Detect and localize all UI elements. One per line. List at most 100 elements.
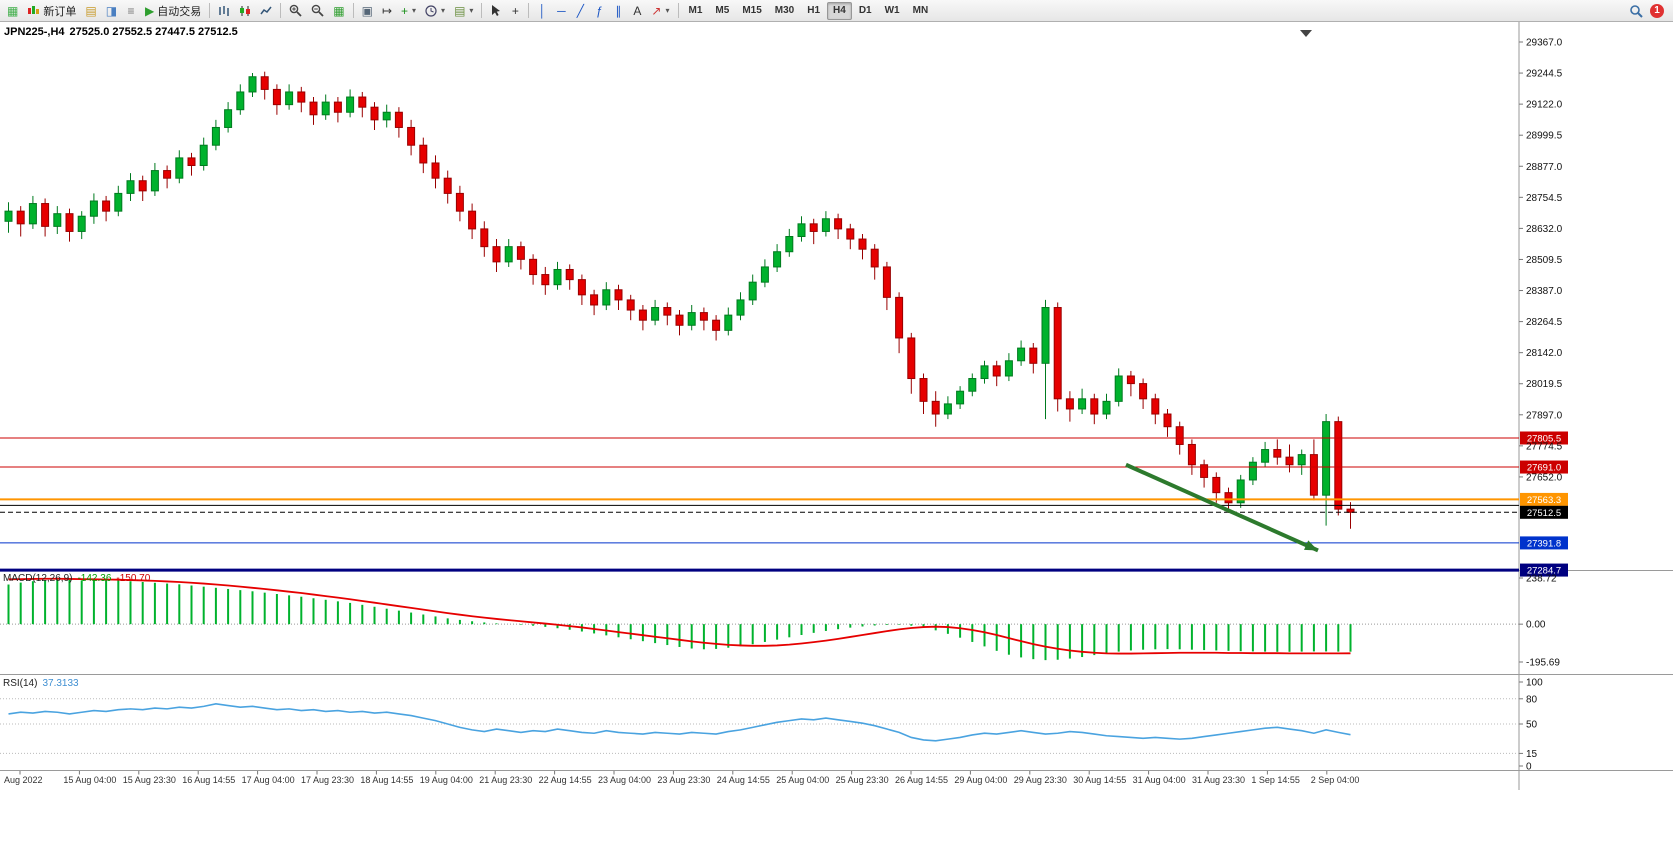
timeframe-m15-button[interactable]: M15 — [736, 2, 767, 20]
chart-shift-button[interactable]: ↦ — [378, 2, 396, 20]
periods-button[interactable]: ▾ — [421, 2, 449, 20]
svg-text:0.00: 0.00 — [1526, 620, 1546, 631]
notification-badge[interactable]: 1 — [1650, 3, 1664, 18]
toolbar-separator — [528, 3, 530, 18]
svg-text:27691.0: 27691.0 — [1527, 463, 1561, 474]
text-tool-button[interactable]: A — [628, 2, 646, 20]
time-axis: Aug 2022 15 Aug 04:00 15 Aug 23:30 16 Aug 1… — [4, 771, 1359, 785]
macd-name: MACD(12,26,9) — [3, 573, 73, 584]
horizontal-line-tool-button[interactable]: ─ — [552, 2, 570, 20]
navigator-icon: ≡ — [127, 3, 135, 18]
svg-text:27652.0: 27652.0 — [1526, 472, 1563, 483]
price-axis: 29367.0 29244.5 29122.0 28999.5 28877.0 28754… — [1519, 38, 1563, 483]
svg-text:100: 100 — [1526, 678, 1543, 689]
search-icon — [1629, 4, 1643, 18]
timeframe-m5-button[interactable]: M5 — [709, 2, 735, 20]
templates-button[interactable]: ▤ ▾ — [450, 2, 477, 20]
new-order-label: 新订单 — [43, 5, 77, 18]
svg-text:2 Sep 04:00: 2 Sep 04:00 — [1311, 775, 1360, 785]
svg-text:22 Aug 14:55: 22 Aug 14:55 — [539, 775, 592, 785]
rsi-panel: 100 80 50 15 0 — [0, 678, 1543, 773]
svg-text:15 Aug 04:00: 15 Aug 04:00 — [63, 775, 116, 785]
trendline-tool-button[interactable]: ╱ — [571, 2, 589, 20]
arrange-charts-button[interactable]: ▣ — [358, 2, 377, 20]
timeframe-d1-button[interactable]: D1 — [853, 2, 878, 20]
price-line-badge — [1520, 460, 1568, 474]
svg-text:238.72: 238.72 — [1526, 574, 1557, 585]
toolbar: ▦ 新订单 ▤ ◨ ≡ ▶ 自动交易 ▦ ▣ ↦ + ▾ ▾ ▤ ▾ + │ ─ ╱ ƒ ∥ A ↗ ▾ M1 M5 M15 M30 H… — [0, 0, 1673, 22]
line-chart-mode-button[interactable] — [256, 2, 276, 20]
rsi-label: RSI(14) 37.3133 — [3, 678, 79, 689]
arrows-tool-button[interactable]: ↗ ▾ — [647, 2, 673, 20]
macd-signal-value: -150.70 — [116, 573, 151, 584]
svg-text:16 Aug 14:55: 16 Aug 14:55 — [182, 775, 235, 785]
bar-chart-mode-button[interactable] — [214, 2, 234, 20]
tile-windows-button[interactable]: ▦ — [329, 2, 348, 20]
chart-window[interactable]: JPN225-,H4 27525.0 27552.5 27447.5 27512.… — [0, 22, 1673, 836]
bar-chart-icon — [218, 5, 230, 17]
macd-label: MACD(12,26,9) -142.36 -150.70 — [3, 573, 150, 584]
svg-text:31 Aug 23:30: 31 Aug 23:30 — [1192, 775, 1245, 785]
timeframe-mn-button[interactable]: MN — [907, 2, 935, 20]
hline-icon: ─ — [557, 3, 566, 18]
svg-text:28264.5: 28264.5 — [1526, 317, 1563, 328]
indicators-button[interactable]: + ▾ — [397, 2, 420, 20]
new-order-button[interactable]: 新订单 — [23, 2, 80, 20]
toolbar-separator — [209, 3, 211, 18]
timeframe-m30-button[interactable]: M30 — [769, 2, 800, 20]
zoom-out-icon — [311, 4, 324, 17]
data-window-button[interactable]: ◨ — [102, 2, 121, 20]
hlines-layer: 27805.5 27691.0 27563.3 27512.5 27391.8 27284… — [0, 431, 1568, 577]
price-line-badge — [1520, 431, 1568, 445]
app-menu-button[interactable]: ▦ — [3, 2, 22, 20]
zoom-out-button[interactable] — [307, 2, 328, 20]
autotrading-button[interactable]: ▶ 自动交易 — [141, 2, 205, 20]
arrow-tool-icon: ↗ — [651, 3, 662, 18]
cursor-icon — [490, 4, 501, 17]
svg-text:27284.7: 27284.7 — [1527, 566, 1561, 577]
svg-text:26 Aug 14:55: 26 Aug 14:55 — [895, 775, 948, 785]
indicators-icon: + — [401, 3, 409, 18]
vertical-line-tool-button[interactable]: │ — [533, 2, 551, 20]
svg-text:27774.5: 27774.5 — [1526, 441, 1563, 452]
timeframe-h4-button[interactable]: H4 — [827, 1, 852, 20]
trend-arrow[interactable] — [1125, 462, 1319, 553]
market-watch-button[interactable]: ▤ — [81, 2, 100, 20]
svg-text:0: 0 — [1526, 762, 1532, 773]
svg-text:21 Aug 23:30: 21 Aug 23:30 — [479, 775, 532, 785]
svg-text:28877.0: 28877.0 — [1526, 162, 1563, 173]
svg-text:28632.0: 28632.0 — [1526, 224, 1563, 235]
trendline-icon: ╱ — [576, 3, 585, 18]
cursor-tool-button[interactable] — [486, 2, 505, 20]
timeframe-w1-button[interactable]: W1 — [879, 2, 906, 20]
svg-text:27897.0: 27897.0 — [1526, 410, 1563, 421]
chart-canvas[interactable]: 27805.5 27691.0 27563.3 27512.5 27391.8 27284… — [0, 22, 1673, 836]
svg-text:27805.5: 27805.5 — [1527, 433, 1561, 444]
svg-text:29367.0: 29367.0 — [1526, 38, 1563, 49]
new-order-icon — [27, 5, 40, 17]
chart-shift-marker-icon[interactable] — [1300, 30, 1312, 37]
candles-layer — [4, 71, 1355, 529]
zoom-in-button[interactable] — [285, 2, 306, 20]
svg-text:-195.69: -195.69 — [1526, 658, 1560, 669]
svg-text:27512.5: 27512.5 — [1527, 508, 1561, 519]
arrange-icon: ▣ — [361, 3, 373, 18]
candlestick-mode-button[interactable] — [235, 2, 255, 20]
toolbar-separator — [481, 3, 483, 18]
svg-text:80: 80 — [1526, 694, 1538, 705]
navigator-button[interactable]: ≡ — [122, 2, 140, 20]
search-button[interactable] — [1625, 2, 1647, 20]
svg-text:24 Aug 14:55: 24 Aug 14:55 — [717, 775, 770, 785]
fibonacci-tool-button[interactable]: ƒ — [590, 2, 608, 20]
dropdown-caret-icon: ▾ — [441, 6, 446, 15]
svg-text:29122.0: 29122.0 — [1526, 100, 1563, 111]
timeframe-m1-button[interactable]: M1 — [683, 2, 709, 20]
channels-tool-button[interactable]: ∥ — [609, 2, 627, 20]
toolbar-separator — [352, 3, 354, 18]
crosshair-tool-button[interactable]: + — [506, 2, 524, 20]
dropdown-caret-icon: ▾ — [665, 6, 670, 15]
svg-text:28509.5: 28509.5 — [1526, 255, 1563, 266]
price-line-badge — [1520, 536, 1568, 550]
timeframe-h1-button[interactable]: H1 — [801, 2, 826, 20]
